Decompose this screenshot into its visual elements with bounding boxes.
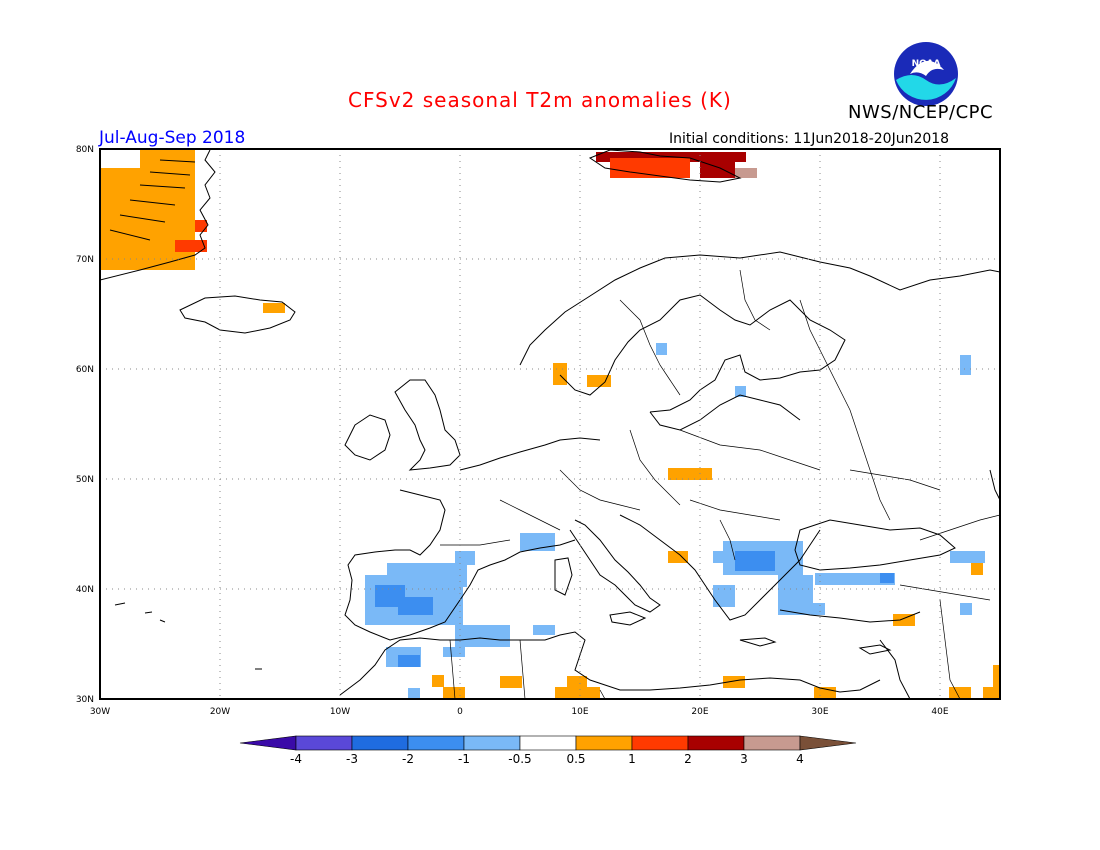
- lon-label: 30E: [811, 707, 828, 717]
- lon-label: 20E: [691, 707, 708, 717]
- colorbar-tick-labels: -4 -3 -2 -1 -0.5 0.5 1 2 3 4: [290, 752, 804, 766]
- colorbar-swatches: [239, 735, 857, 751]
- colorbar-tick: -0.5: [508, 752, 531, 766]
- lon-label: 0: [457, 707, 463, 717]
- lon-label: 10W: [330, 707, 350, 717]
- colorbar-tick: 3: [740, 752, 748, 766]
- lat-label: 70N: [76, 255, 94, 265]
- lon-label: 10E: [571, 707, 588, 717]
- colorbar-swatch: [351, 735, 409, 751]
- lat-label: 60N: [76, 365, 94, 375]
- agency-label: NWS/NCEP/CPC: [848, 102, 994, 123]
- lat-label: 80N: [76, 145, 94, 155]
- colorbar-swatch: [519, 735, 577, 751]
- colorbar-tick: -3: [346, 752, 358, 766]
- country-borders: [440, 269, 1000, 699]
- colorbar-swatch: [463, 735, 521, 751]
- colorbar-swatch: [295, 735, 353, 751]
- lat-label: 40N: [76, 585, 94, 595]
- forecast-period: Jul-Aug-Sep 2018: [99, 128, 246, 148]
- lon-label: 20W: [210, 707, 230, 717]
- colorbar-min-arrow: [239, 735, 297, 751]
- logo-text: NOAA: [912, 59, 941, 69]
- lat-label: 30N: [76, 695, 94, 705]
- latitude-labels: 30N 40N 50N 60N 70N 80N: [76, 145, 94, 705]
- colorbar-tick: 0.5: [566, 752, 585, 766]
- graticule: [100, 149, 1000, 699]
- longitude-labels: 30W 20W 10W 0 10E 20E 30E 40E: [90, 707, 949, 717]
- colorbar-swatch: [631, 735, 689, 751]
- colorbar-swatch: [407, 735, 465, 751]
- colorbar-tick: 1: [628, 752, 636, 766]
- colorbar-tick: 4: [796, 752, 804, 766]
- initial-conditions: Initial conditions: 11Jun2018-20Jun2018: [669, 131, 950, 147]
- colorbar-max-arrow: [799, 735, 857, 751]
- map-title: CFSv2 seasonal T2m anomalies (K): [348, 88, 732, 112]
- lon-label: 30W: [90, 707, 110, 717]
- colorbar-tick: -4: [290, 752, 302, 766]
- colorbar-tick: -2: [402, 752, 414, 766]
- lat-label: 50N: [76, 475, 94, 485]
- colorbar-swatch: [687, 735, 745, 751]
- cool-anomaly-cells: [365, 343, 985, 699]
- noaa-logo: NOAA: [892, 40, 960, 108]
- colorbar-swatch: [743, 735, 801, 751]
- colorbar-tick: -1: [458, 752, 470, 766]
- colorbar-swatch: [575, 735, 633, 751]
- map-layer: [100, 149, 1000, 699]
- lon-label: 40E: [931, 707, 948, 717]
- coastlines: [100, 149, 1000, 699]
- map-frame: [99, 148, 1001, 700]
- colorbar-tick: 2: [684, 752, 692, 766]
